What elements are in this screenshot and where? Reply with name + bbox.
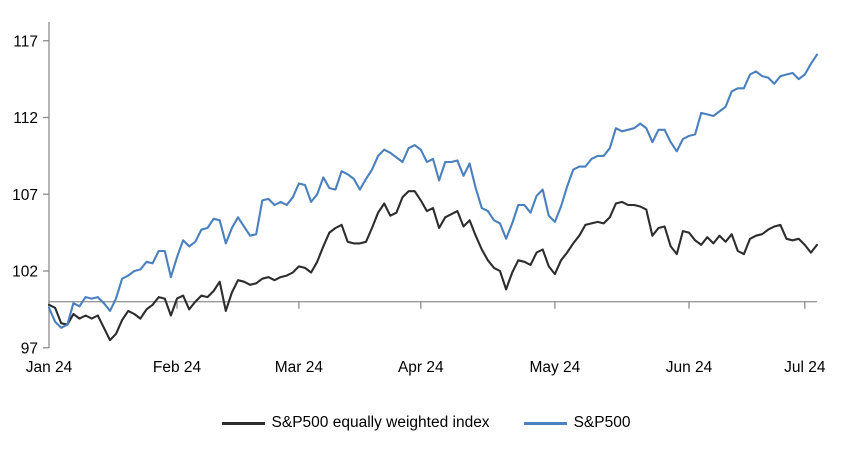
chart-legend: S&P500 equally weighted index S&P500 [0, 414, 852, 432]
x-tick-label-Apr-24: Apr 24 [398, 359, 444, 376]
x-tick-label-Mar-24: Mar 24 [275, 359, 324, 376]
legend-label-equal-weight: S&P500 equally weighted index [271, 414, 490, 431]
x-tick-label-Jun-24: Jun 24 [666, 359, 713, 376]
equal-weight-line-swatch [221, 421, 265, 425]
x-tick-label-May-24: May 24 [529, 359, 580, 376]
legend-label-sp500: S&P500 [573, 414, 631, 431]
y-tick-label-102: 102 [12, 264, 38, 281]
series-line-sp500-equal-weight [47, 190, 819, 342]
y-tick-label-97: 97 [21, 340, 38, 357]
y-tick-label-107: 107 [12, 187, 38, 204]
legend-item-equal-weight: S&P500 equally weighted index [221, 414, 490, 432]
sp500-line-swatch [523, 421, 567, 425]
y-tick-label-112: 112 [13, 110, 38, 127]
y-tick-label-117: 117 [13, 33, 38, 50]
series-line-sp500 [47, 53, 819, 329]
x-tick-label-Jul-24: Jul 24 [784, 359, 826, 376]
legend-item-sp500: S&P500 [523, 414, 631, 432]
x-tick-label-Jan-24: Jan 24 [26, 359, 73, 376]
x-tick-label-Feb-24: Feb 24 [153, 359, 202, 376]
